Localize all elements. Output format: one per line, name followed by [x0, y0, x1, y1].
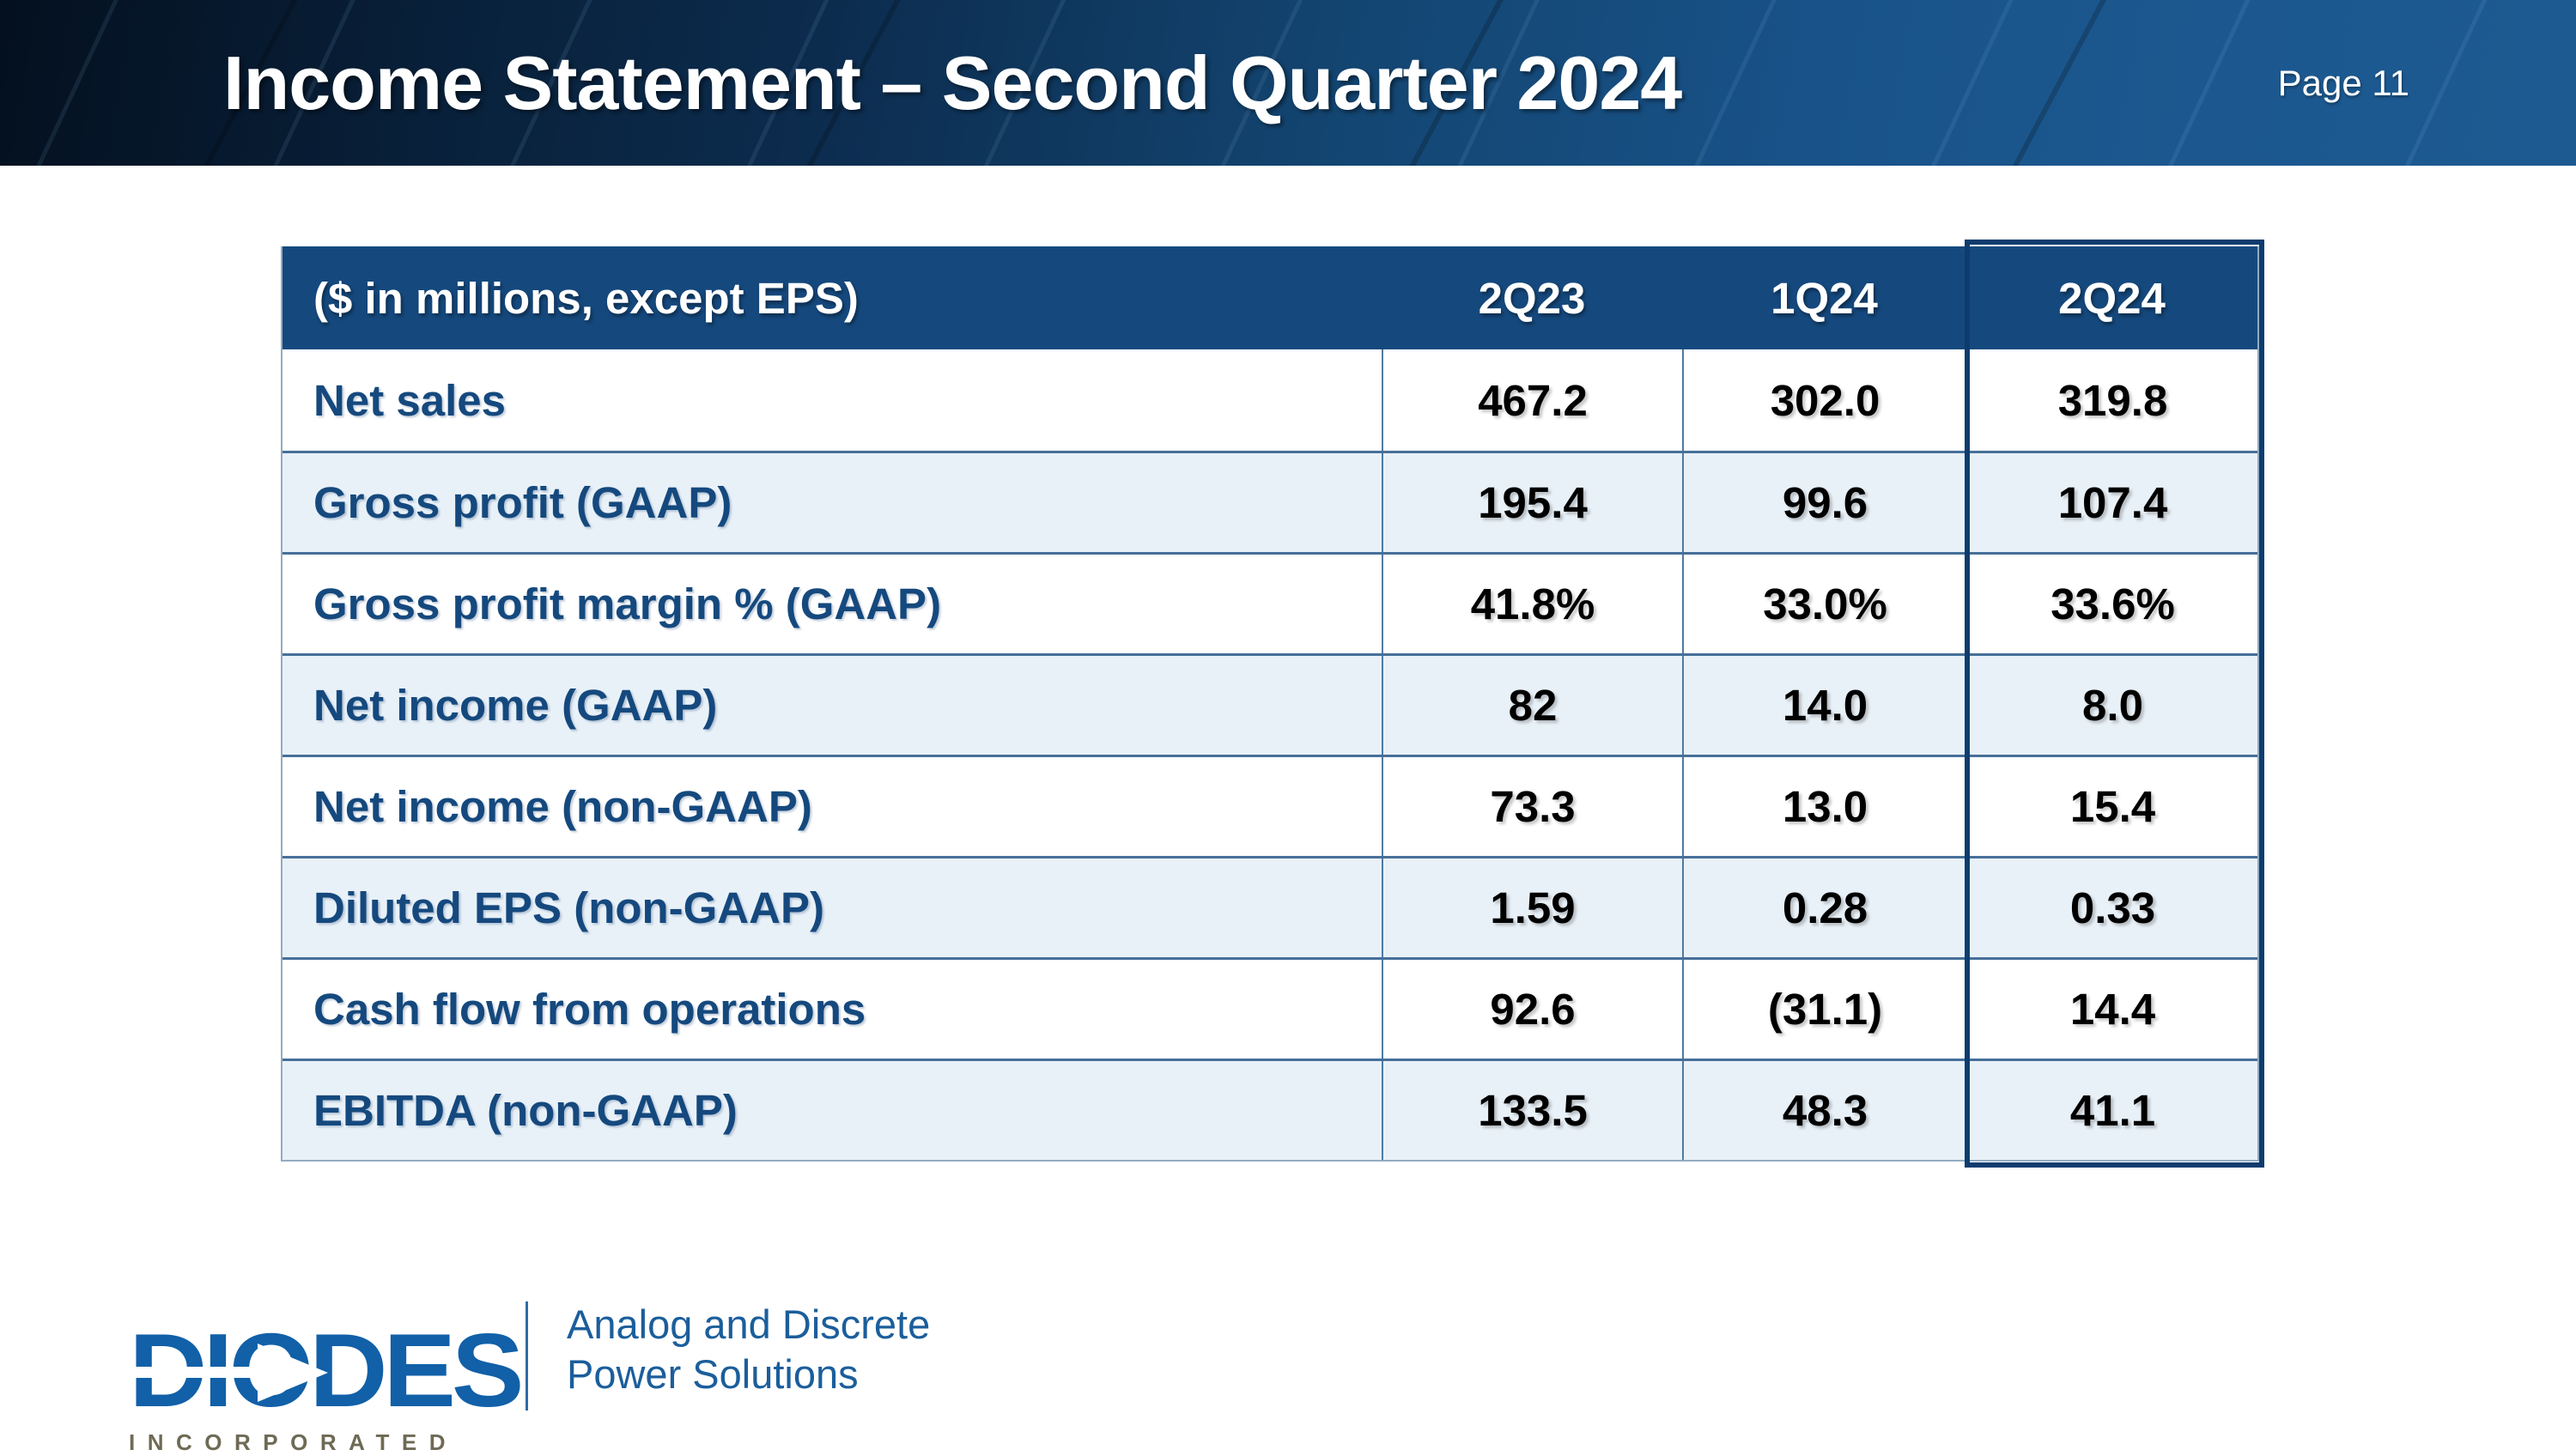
- cell-1q24: 33.0%: [1682, 555, 1966, 653]
- row-label: Net income (non-GAAP): [313, 782, 812, 831]
- cell-2q23: 133.5: [1382, 1061, 1682, 1160]
- table-row: EBITDA (non-GAAP) 133.5 48.3 41.1: [283, 1059, 2257, 1160]
- table-header-row: ($ in millions, except EPS) 2Q23 1Q24 2Q…: [283, 246, 2257, 349]
- cell-1q24: 0.28: [1682, 858, 1966, 957]
- col-header-1q24: 1Q24: [1771, 273, 1878, 323]
- cell-2q24: 319.8: [1966, 349, 2257, 451]
- cell-2q24: 14.4: [1966, 960, 2257, 1059]
- table-row: Net income (non-GAAP) 73.3 13.0 15.4: [283, 755, 2257, 856]
- incorporated-label: INCORPORATED: [129, 1429, 458, 1455]
- cell-1q24: 302.0: [1682, 349, 1966, 451]
- company-tagline: Analog and Discrete Power Solutions: [567, 1300, 930, 1399]
- row-label: Diluted EPS (non-GAAP): [313, 883, 824, 932]
- table-row: Net income (GAAP) 82 14.0 8.0: [283, 653, 2257, 755]
- cell-2q23: 195.4: [1382, 453, 1682, 552]
- table-row: Diluted EPS (non-GAAP) 1.59 0.28 0.33: [283, 856, 2257, 957]
- row-label: Gross profit margin % (GAAP): [313, 579, 942, 628]
- cell-2q24: 33.6%: [1966, 555, 2257, 653]
- table-body: Net sales 467.2 302.0 319.8 Gross profit (GA…: [283, 349, 2257, 1160]
- cell-2q24: 15.4: [1966, 757, 2257, 856]
- table-row: Gross profit margin % (GAAP) 41.8% 33.0% 33…: [283, 552, 2257, 653]
- row-label: Cash flow from operations: [313, 985, 866, 1034]
- logo-divider: [526, 1301, 528, 1410]
- slide-footer: DIODES INCORPORATED Analog and Discrete …: [0, 1288, 2576, 1455]
- col-header-2q23: 2Q23: [1478, 273, 1586, 323]
- tagline-line-2: Power Solutions: [567, 1351, 859, 1397]
- cell-2q23: 82: [1382, 656, 1682, 755]
- cell-2q23: 467.2: [1382, 349, 1682, 451]
- logo-slit: [129, 1367, 259, 1378]
- cell-2q23: 1.59: [1382, 858, 1682, 957]
- row-label: EBITDA (non-GAAP): [313, 1086, 738, 1135]
- cell-1q24: 13.0: [1682, 757, 1966, 856]
- cell-2q24: 0.33: [1966, 858, 2257, 957]
- tagline-line-1: Analog and Discrete: [567, 1301, 931, 1347]
- arrow-right-icon: [258, 1344, 328, 1402]
- cell-2q23: 92.6: [1382, 960, 1682, 1059]
- cell-1q24: 14.0: [1682, 656, 1966, 755]
- cell-2q23: 41.8%: [1382, 555, 1682, 653]
- table-row: Cash flow from operations 92.6 (31.1) 14.4: [283, 957, 2257, 1059]
- cell-2q24: 41.1: [1966, 1061, 2257, 1160]
- row-label: Net sales: [313, 375, 506, 425]
- table-row: Gross profit (GAAP) 195.4 99.6 107.4: [283, 451, 2257, 552]
- row-label: Net income (GAAP): [313, 681, 718, 730]
- table-caption: ($ in millions, except EPS): [313, 273, 859, 323]
- cell-2q23: 73.3: [1382, 757, 1682, 856]
- cell-2q24: 8.0: [1966, 656, 2257, 755]
- slide-header-band: Income Statement – Second Quarter 2024 P…: [0, 0, 2576, 166]
- cell-1q24: 48.3: [1682, 1061, 1966, 1160]
- col-header-2q24: 2Q24: [2058, 273, 2166, 323]
- slide-title: Income Statement – Second Quarter 2024: [223, 39, 1682, 125]
- cell-2q24: 107.4: [1966, 453, 2257, 552]
- row-label: Gross profit (GAAP): [313, 478, 732, 527]
- table-row: Net sales 467.2 302.0 319.8: [283, 349, 2257, 451]
- page-number: Page 11: [2277, 62, 2409, 103]
- income-statement-table: ($ in millions, except EPS) 2Q23 1Q24 2Q…: [281, 246, 2259, 1162]
- cell-1q24: 99.6: [1682, 453, 1966, 552]
- cell-1q24: (31.1): [1682, 960, 1966, 1059]
- diodes-logo: DIODES INCORPORATED: [129, 1318, 524, 1456]
